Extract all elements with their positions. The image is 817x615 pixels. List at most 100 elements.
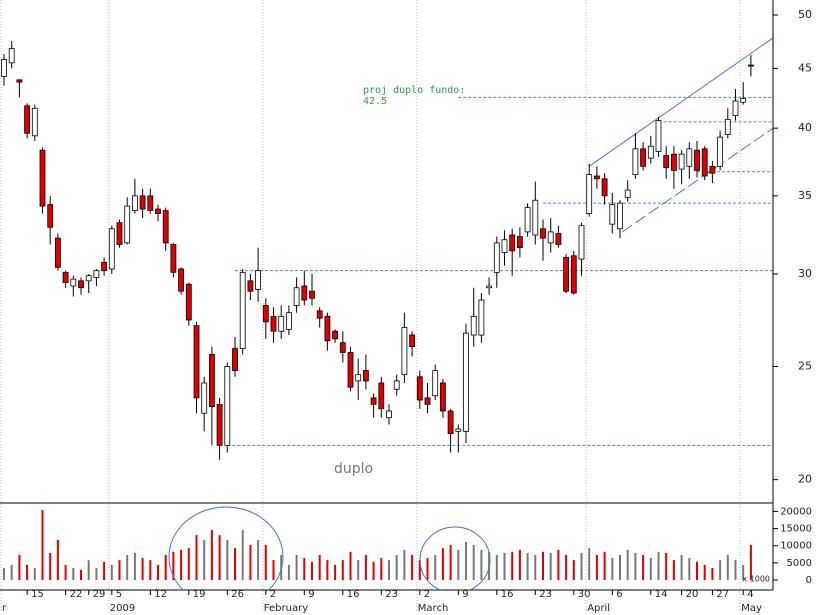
volume-bar [126,554,129,580]
candle-body [647,145,654,159]
volume-bar [334,564,337,580]
volume-bar [195,535,198,580]
candle-body [678,153,685,170]
candle-body [101,261,107,272]
volume-tick-label: 10000 [780,541,812,552]
volume-bar [357,560,360,580]
volume-bar [118,560,121,580]
candle-body [216,403,223,446]
candle-body [663,155,670,169]
volume-bar [572,560,575,580]
volume-bar [626,549,629,580]
month-label: May [741,603,762,614]
month-label: March [418,603,448,614]
month-label: April [587,603,610,614]
volume-bar [187,548,190,580]
candle-body [131,195,138,211]
candle-body [424,397,431,405]
volume-bar [72,568,75,580]
volume-bar [364,554,367,580]
x-tick-label: 19 [193,589,206,600]
volume-bar [418,560,421,580]
candle-body [570,255,577,294]
candle-body [324,315,331,342]
candle-body [147,195,154,211]
volume-bar [426,558,429,580]
y-tick-label: 45 [798,61,812,74]
candle-body [155,208,161,214]
volume-bar [472,545,475,580]
x-tick-label: 2 [424,589,430,600]
month-label: r [2,603,7,614]
volume-bar [649,558,652,580]
candle-body [332,330,339,340]
candle-body [632,148,639,175]
volume-bar [234,548,236,580]
candle-body [486,285,493,289]
candle-body [108,228,115,270]
volume-bar [557,549,560,580]
x-tick-label: 4 [747,589,753,600]
volume-bar [665,552,668,580]
volume-unit-label: x 1000 [742,575,770,584]
candle-body [563,257,569,292]
volume-bar [49,552,52,580]
candle-body [732,100,739,117]
candle-body [255,270,262,290]
volume-bar [726,554,729,580]
candle-body [24,105,31,134]
volume-bar [503,552,506,580]
candle-body [278,315,285,332]
volume-bar [210,529,213,580]
volume-bar [33,568,36,580]
volume-bar [480,549,483,580]
x-tick-label: 22 [70,589,83,600]
candle-body [501,239,508,253]
volume-bar [457,549,460,580]
x-tick-label: 30 [578,589,591,600]
candle-body [47,204,54,228]
volume-bar [218,535,221,580]
candle-body [301,285,308,301]
candle-body [455,428,462,432]
volume-bar [264,545,267,580]
trend-line [622,127,774,233]
volume-bar [103,561,106,580]
candle-body [478,299,485,336]
candle-body [62,271,69,283]
x-tick-label: 23 [385,589,398,600]
candle-body [401,327,408,376]
candle-body [232,348,238,371]
candle-body [201,382,208,414]
volume-bar [434,554,437,580]
candle-body [601,178,608,197]
volume-bar [26,564,29,580]
volume-bar [18,554,21,580]
grid-layer [0,0,774,612]
candle-body [378,382,385,410]
volume-bar [272,560,275,580]
volume-bar [141,558,144,580]
candle-body [124,205,131,244]
candle-body [655,120,662,152]
volume-bar [110,564,113,580]
volume-bar [711,568,714,580]
volume-bar [133,552,136,580]
volume-bar [688,558,691,580]
volume-bar [388,560,390,580]
x-tick-label: 9 [308,589,314,600]
volume-bar [526,552,529,580]
volume-bar [349,551,352,580]
candle-body [93,270,100,278]
candle-body [370,397,377,405]
candle-body [293,287,300,306]
candle-body [724,118,731,135]
candle-body [185,283,192,321]
volume-bar [303,558,306,580]
candle-body [416,376,423,401]
volume-bar [611,558,614,580]
y-tick-label: 30 [798,267,812,280]
candle-body [285,312,292,330]
volume-bar [10,564,13,580]
volume-bar [588,548,591,580]
